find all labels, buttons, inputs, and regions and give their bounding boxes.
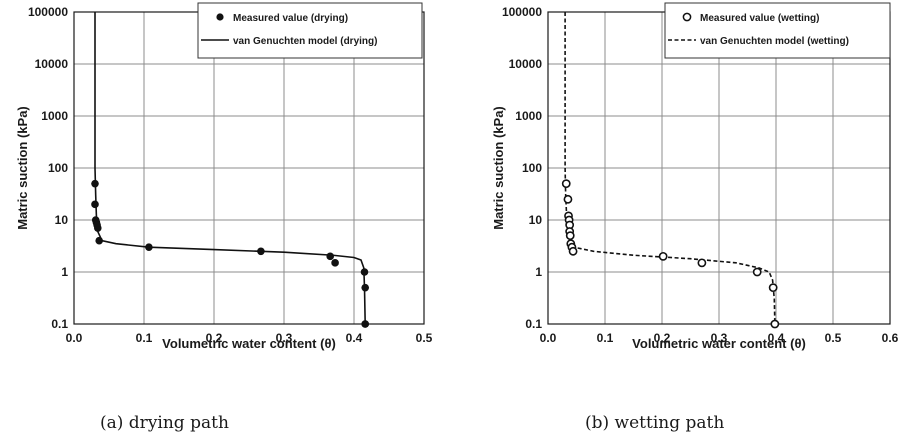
chart-1: 0.0 0.1 0.2 0.3 0.4 0.5 0.60.11101001000100001… xyxy=(491,2,899,433)
legend-box xyxy=(664,2,891,59)
y-axis-label: Matric suction (kPa) xyxy=(15,106,30,230)
x-tick-label: 0.3 xyxy=(276,331,293,345)
data-point xyxy=(361,320,370,328)
data-point xyxy=(697,258,707,268)
data-point xyxy=(331,259,339,267)
legend: Measured value (drying) van Genuchten mod… xyxy=(197,2,423,59)
data-point xyxy=(94,224,102,232)
data-point xyxy=(361,283,370,292)
figure-caption: (a) drying path xyxy=(100,413,229,433)
x-tick-label: 0.2 xyxy=(654,331,671,345)
x-tick-label: 0.2 xyxy=(206,331,223,345)
y-tick-label: 1000 xyxy=(515,109,542,123)
legend-label: Measured value (drying) xyxy=(233,13,348,24)
data-point xyxy=(561,179,571,189)
x-tick-label: 0.1 xyxy=(136,331,153,345)
legend-label: van Genuchten model (drying) xyxy=(233,36,377,47)
x-tick-label: 0.1 xyxy=(597,331,614,345)
legend-marker xyxy=(216,13,224,21)
x-tick-label: 0.6 xyxy=(882,331,899,345)
y-tick-label: 1000 xyxy=(41,109,68,123)
x-tick-label: 0.4 xyxy=(768,331,785,345)
y-tick-label: 100000 xyxy=(28,5,68,19)
legend-marker xyxy=(682,12,692,22)
data-point xyxy=(563,194,573,204)
legend-label: van Genuchten model (wetting) xyxy=(700,36,849,47)
y-tick-label: 0.1 xyxy=(525,317,542,331)
data-point xyxy=(95,236,103,245)
x-tick-label: 0.3 xyxy=(711,331,728,345)
data-point xyxy=(257,247,265,256)
y-tick-label: 100 xyxy=(48,161,68,175)
y-tick-label: 100000 xyxy=(502,5,542,19)
data-point xyxy=(565,231,575,241)
x-tick-label: 0.0 xyxy=(540,331,557,345)
x-axis-label: Volumetric water content (θ) xyxy=(632,336,806,351)
data-point xyxy=(658,251,668,261)
y-tick-label: 1 xyxy=(61,265,68,279)
x-axis-label: Volumetric water content (θ) xyxy=(162,336,336,351)
y-tick-label: 1 xyxy=(535,265,542,279)
series-line xyxy=(564,12,776,324)
y-tick-label: 0.1 xyxy=(51,317,68,331)
x-tick-label: 0.0 xyxy=(66,331,83,345)
y-tick-label: 10000 xyxy=(509,57,543,71)
x-tick-label: 0.5 xyxy=(825,331,842,345)
data-point xyxy=(768,283,778,293)
data-point xyxy=(568,246,578,256)
y-tick-label: 10 xyxy=(529,213,543,227)
figure-caption: (b) wetting path xyxy=(585,413,724,433)
y-axis-label: Matric suction (kPa) xyxy=(491,106,506,230)
legend-box xyxy=(197,2,423,59)
data-point xyxy=(326,252,335,261)
plot-area xyxy=(564,12,776,324)
data-point xyxy=(752,267,762,277)
data-point xyxy=(145,243,153,251)
x-tick-label: 0.5 xyxy=(416,331,433,345)
y-tick-label: 100 xyxy=(522,161,542,175)
data-point xyxy=(360,268,369,276)
data-point xyxy=(91,179,99,188)
legend: Measured value (wetting) van Genuchten mo… xyxy=(664,2,891,59)
legend-label: Measured value (wetting) xyxy=(700,13,819,24)
x-tick-label: 0.4 xyxy=(346,331,363,345)
data-point xyxy=(91,200,99,209)
data-point xyxy=(770,319,780,329)
y-tick-label: 10000 xyxy=(35,57,69,71)
chart-0: 0.0 0.1 0.2 0.3 0.4 0.50.11101001000100001000… xyxy=(15,2,433,433)
y-tick-label: 10 xyxy=(55,213,69,227)
